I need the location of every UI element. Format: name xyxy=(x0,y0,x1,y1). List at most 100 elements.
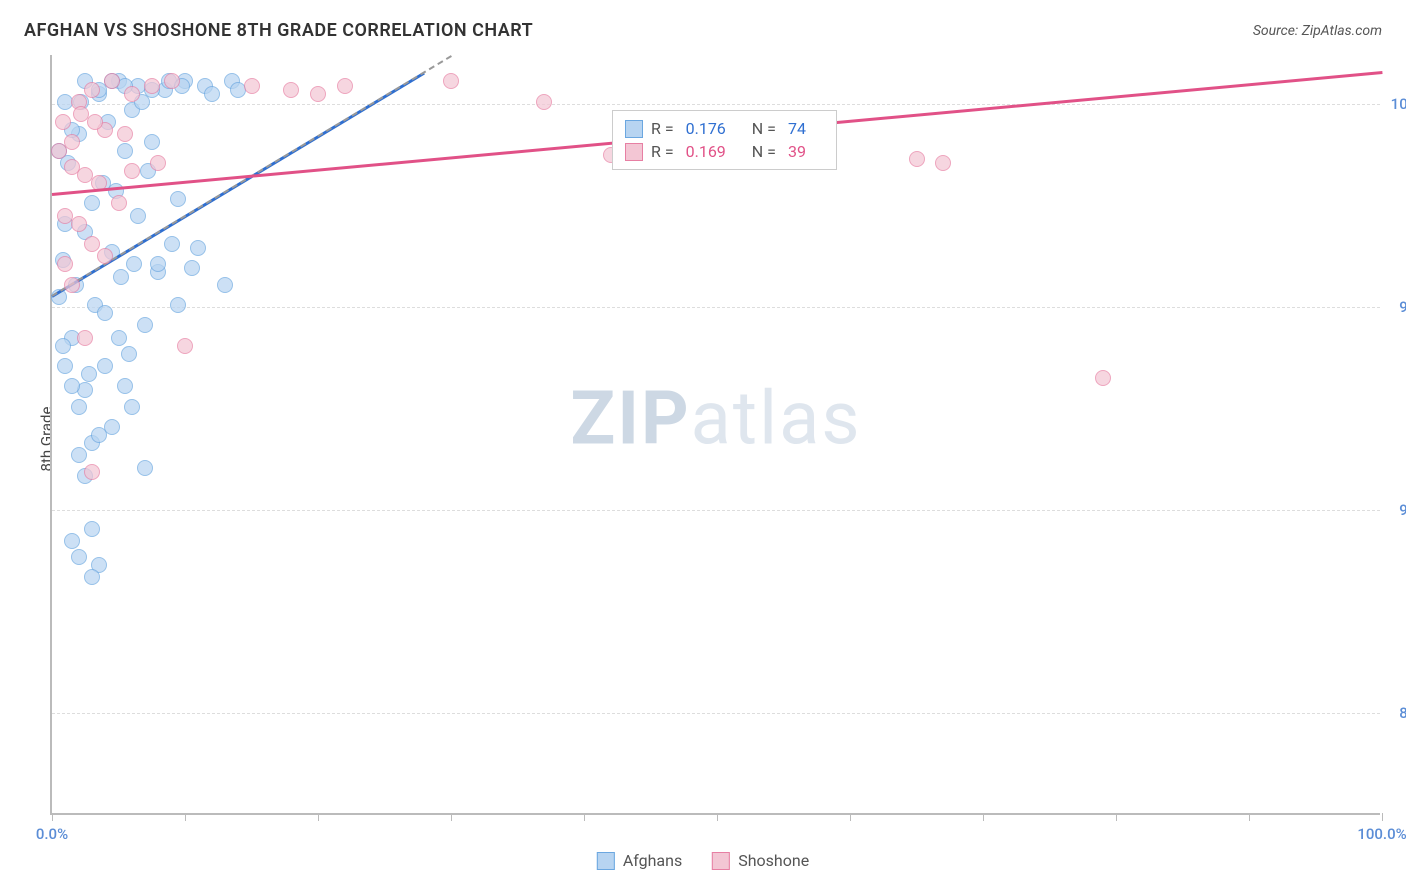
data-point xyxy=(117,143,133,159)
x-tick xyxy=(1249,813,1250,821)
data-point xyxy=(935,155,951,171)
data-point xyxy=(909,151,925,167)
data-point xyxy=(87,114,103,130)
x-tick xyxy=(52,813,53,821)
x-tick xyxy=(318,813,319,821)
data-point xyxy=(57,358,73,374)
data-point xyxy=(337,78,353,94)
gridline xyxy=(52,510,1380,511)
data-point xyxy=(124,86,140,102)
data-point xyxy=(84,464,100,480)
data-point xyxy=(81,366,97,382)
correlation-legend: R = 0.176 N = 74 R = 0.169 N = 39 xyxy=(612,110,837,170)
y-tick-label: 100.0% xyxy=(1391,95,1406,113)
data-point xyxy=(71,447,87,463)
data-point xyxy=(443,73,459,89)
legend-row-afghans: R = 0.176 N = 74 xyxy=(625,117,824,140)
x-tick xyxy=(584,813,585,821)
legend-n-label: N = xyxy=(752,142,776,161)
scatter-chart: ZIPatlas R = 0.176 N = 74 R = 0.169 N = … xyxy=(50,55,1380,815)
legend-n-value: 39 xyxy=(788,142,806,161)
x-tick xyxy=(1382,813,1383,821)
data-point xyxy=(64,533,80,549)
data-point xyxy=(71,399,87,415)
data-point xyxy=(310,86,326,102)
data-point xyxy=(536,94,552,110)
legend-item-shoshone: Shoshone xyxy=(712,851,809,870)
data-point xyxy=(97,305,113,321)
data-point xyxy=(55,338,71,354)
x-tick xyxy=(850,813,851,821)
data-point xyxy=(190,240,206,256)
x-tick xyxy=(1116,813,1117,821)
data-point xyxy=(113,269,129,285)
data-point xyxy=(121,346,137,362)
data-point xyxy=(104,419,120,435)
y-tick-label: 95.0% xyxy=(1399,298,1406,316)
data-point xyxy=(64,378,80,394)
legend-r-value: 0.169 xyxy=(686,142,726,161)
series-legend: Afghans Shoshone xyxy=(597,851,809,870)
data-point xyxy=(71,549,87,565)
legend-r-label: R = xyxy=(651,142,674,161)
data-point xyxy=(84,195,100,211)
legend-r-label: R = xyxy=(651,119,674,138)
legend-row-shoshone: R = 0.169 N = 39 xyxy=(625,140,824,163)
data-point xyxy=(130,208,146,224)
chart-title: AFGHAN VS SHOSHONE 8TH GRADE CORRELATION… xyxy=(24,20,533,41)
x-tick-label: 100.0% xyxy=(1357,825,1406,843)
data-point xyxy=(97,358,113,374)
data-point xyxy=(124,163,140,179)
data-point xyxy=(164,236,180,252)
legend-label: Afghans xyxy=(623,851,682,870)
swatch-icon xyxy=(712,852,730,870)
data-point xyxy=(111,330,127,346)
data-point xyxy=(64,134,80,150)
data-point xyxy=(117,378,133,394)
data-point xyxy=(137,460,153,476)
data-point xyxy=(51,289,67,305)
data-point xyxy=(71,216,87,232)
legend-n-value: 74 xyxy=(788,119,806,138)
data-point xyxy=(1095,370,1111,386)
gridline xyxy=(52,713,1380,714)
data-point xyxy=(244,78,260,94)
data-point xyxy=(144,78,160,94)
data-point xyxy=(97,248,113,264)
data-point xyxy=(144,134,160,150)
legend-r-value: 0.176 xyxy=(686,119,726,138)
x-tick xyxy=(451,813,452,821)
data-point xyxy=(184,260,200,276)
data-point xyxy=(77,330,93,346)
gridline xyxy=(52,104,1380,105)
y-tick-label: 90.0% xyxy=(1399,501,1406,519)
data-point xyxy=(91,175,107,191)
data-point xyxy=(217,277,233,293)
data-point xyxy=(137,317,153,333)
data-point xyxy=(64,277,80,293)
legend-item-afghans: Afghans xyxy=(597,851,682,870)
data-point xyxy=(57,256,73,272)
data-point xyxy=(117,126,133,142)
data-point xyxy=(84,236,100,252)
data-point xyxy=(164,73,180,89)
data-point xyxy=(170,297,186,313)
data-point xyxy=(177,338,193,354)
data-point xyxy=(84,521,100,537)
data-point xyxy=(204,86,220,102)
data-point xyxy=(104,73,120,89)
x-tick xyxy=(983,813,984,821)
legend-n-label: N = xyxy=(752,119,776,138)
data-point xyxy=(170,191,186,207)
data-point xyxy=(150,155,166,171)
swatch-icon xyxy=(625,143,643,161)
swatch-icon xyxy=(597,852,615,870)
data-point xyxy=(124,399,140,415)
y-tick-label: 85.0% xyxy=(1399,704,1406,722)
data-point xyxy=(55,114,71,130)
x-tick xyxy=(717,813,718,821)
legend-label: Shoshone xyxy=(738,851,809,870)
x-tick-label: 0.0% xyxy=(36,825,68,843)
gridline xyxy=(52,307,1380,308)
data-point xyxy=(150,256,166,272)
